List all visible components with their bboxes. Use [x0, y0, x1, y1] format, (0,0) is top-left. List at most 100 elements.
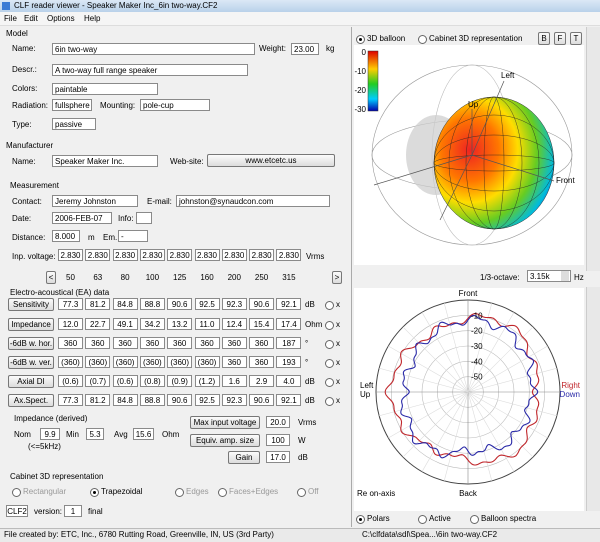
descr-field[interactable]: A two-way full range speaker — [52, 64, 248, 76]
ea-value-field[interactable]: 84.8 — [112, 298, 138, 310]
ea-row-button[interactable]: Sensitivity — [8, 298, 54, 311]
ea-value-field[interactable]: (360) — [194, 356, 220, 368]
ea-value-field[interactable]: 77.3 — [58, 394, 83, 406]
em-field[interactable]: - — [118, 230, 148, 242]
ea-value-field[interactable]: (0.6) — [112, 375, 138, 387]
ea-value-field[interactable]: 15.4 — [249, 318, 275, 330]
ea-value-field[interactable]: 22.7 — [85, 318, 111, 330]
ea-value-field[interactable]: 193 — [276, 356, 302, 368]
ea-value-field[interactable]: (360) — [139, 356, 165, 368]
next-button[interactable]: > — [332, 271, 342, 284]
ea-value-field[interactable]: 360 — [167, 337, 193, 349]
ea-value-field[interactable]: 12.0 — [58, 318, 83, 330]
voltage-field[interactable]: 2.830 — [139, 249, 165, 261]
ea-value-field[interactable]: 34.2 — [139, 318, 165, 330]
view-button[interactable]: F — [554, 32, 566, 45]
menu-item[interactable]: File — [4, 14, 17, 23]
view-button[interactable]: T — [570, 32, 582, 45]
cabinet-radio[interactable]: Edges — [175, 486, 209, 498]
voltage-field[interactable]: 2.830 — [85, 249, 111, 261]
ea-value-field[interactable]: 11.0 — [194, 318, 220, 330]
ea-value-field[interactable]: (360) — [85, 356, 111, 368]
ea-value-field[interactable]: 92.1 — [276, 394, 302, 406]
ea-value-field[interactable]: 88.8 — [139, 394, 165, 406]
email-field[interactable]: johnston@synaudcon.com — [176, 195, 330, 207]
ea-value-field[interactable]: (0.9) — [167, 375, 193, 387]
voltage-field[interactable]: 2.830 — [221, 249, 247, 261]
ea-value-field[interactable]: (360) — [58, 356, 83, 368]
ea-value-field[interactable]: 13.2 — [167, 318, 193, 330]
version-field[interactable]: 1 — [64, 505, 82, 517]
ea-value-field[interactable]: 360 — [194, 337, 220, 349]
distance-field[interactable]: 8.000 — [52, 230, 80, 242]
ea-value-field[interactable]: 360 — [139, 337, 165, 349]
ea-value-field[interactable]: 81.2 — [85, 298, 111, 310]
ea-value-field[interactable]: 92.3 — [221, 394, 247, 406]
view-mode-radio[interactable]: 3D balloon — [356, 33, 405, 45]
chart-tab[interactable]: Balloon spectra — [470, 513, 536, 525]
voltage-field[interactable]: 2.830 — [249, 249, 275, 261]
ea-value-field[interactable]: 92.3 — [221, 298, 247, 310]
octave-dropdown[interactable]: 3.15k — [527, 270, 571, 282]
colors-field[interactable]: paintable — [52, 83, 158, 95]
max-voltage-button[interactable]: Max input voltage — [190, 416, 260, 429]
menu-item[interactable]: Edit — [24, 14, 38, 23]
voltage-field[interactable]: 2.830 — [194, 249, 220, 261]
ea-value-field[interactable]: 49.1 — [112, 318, 138, 330]
voltage-field[interactable]: 2.830 — [58, 249, 83, 261]
view-mode-radio[interactable]: Cabinet 3D representation — [418, 33, 522, 45]
voltage-field[interactable]: 2.830 — [276, 249, 302, 261]
gain-button[interactable]: Gain — [228, 451, 260, 464]
ea-value-field[interactable]: 92.1 — [276, 298, 302, 310]
ea-value-field[interactable]: 90.6 — [249, 394, 275, 406]
ea-value-field[interactable]: 12.4 — [221, 318, 247, 330]
menu-item[interactable]: Help — [84, 14, 101, 23]
gain-field[interactable]: 17.0 — [266, 451, 290, 463]
nom-field[interactable]: 9.9 — [40, 428, 60, 440]
ea-value-field[interactable]: 88.8 — [139, 298, 165, 310]
radiation-field[interactable]: fullsphere — [52, 99, 92, 111]
ea-value-field[interactable]: 84.8 — [112, 394, 138, 406]
min-field[interactable]: 5.3 — [86, 428, 104, 440]
type-field[interactable]: passive — [52, 118, 96, 130]
ea-value-field[interactable]: 360 — [249, 337, 275, 349]
ea-value-field[interactable]: 92.5 — [194, 298, 220, 310]
ea-value-field[interactable]: 92.5 — [194, 394, 220, 406]
avg-field[interactable]: 15.6 — [133, 428, 154, 440]
ea-row-button[interactable]: Impedance — [8, 318, 54, 331]
cabinet-radio[interactable]: Trapezoidal — [90, 486, 143, 498]
ea-value-field[interactable]: 2.9 — [249, 375, 275, 387]
ea-row-button[interactable]: -6dB w. hor. — [8, 337, 54, 350]
ea-row-button[interactable]: Ax.Spect. — [8, 394, 54, 407]
prev-button[interactable]: < — [46, 271, 56, 284]
ea-value-field[interactable]: 360 — [112, 337, 138, 349]
info-field[interactable] — [136, 212, 152, 224]
manufacturer-field[interactable]: Speaker Maker Inc. — [52, 155, 158, 167]
website-button[interactable]: www.etcetc.us — [207, 154, 335, 167]
chart-tab[interactable]: Polars — [356, 513, 390, 525]
ea-value-field[interactable]: (1.2) — [194, 375, 220, 387]
cabinet-radio[interactable]: Off — [297, 486, 319, 498]
chart-tab[interactable]: Active — [418, 513, 451, 525]
ea-value-field[interactable]: 90.6 — [249, 298, 275, 310]
ea-value-field[interactable]: 360 — [58, 337, 83, 349]
ea-value-field[interactable]: (360) — [167, 356, 193, 368]
ea-value-field[interactable]: 90.6 — [167, 298, 193, 310]
ea-value-field[interactable]: 77.3 — [58, 298, 83, 310]
ea-value-field[interactable]: (360) — [112, 356, 138, 368]
voltage-field[interactable]: 2.830 — [167, 249, 193, 261]
weight-field[interactable]: 23.00 — [291, 43, 319, 55]
ea-value-field[interactable]: (0.7) — [85, 375, 111, 387]
ea-value-field[interactable]: 17.4 — [276, 318, 302, 330]
contact-field[interactable]: Jeremy Johnston — [52, 195, 138, 207]
ea-value-field[interactable]: 360 — [221, 356, 247, 368]
ea-value-field[interactable]: 360 — [221, 337, 247, 349]
ea-value-field[interactable]: 187 — [276, 337, 302, 349]
ea-value-field[interactable]: (0.6) — [58, 375, 83, 387]
cabinet-radio[interactable]: Rectangular — [12, 486, 66, 498]
ea-value-field[interactable]: 81.2 — [85, 394, 111, 406]
amp-button[interactable]: Equiv. amp. size — [190, 434, 260, 447]
cabinet-radio[interactable]: Faces+Edges — [218, 486, 278, 498]
menu-item[interactable]: Options — [47, 14, 75, 23]
ea-value-field[interactable]: (0.8) — [139, 375, 165, 387]
